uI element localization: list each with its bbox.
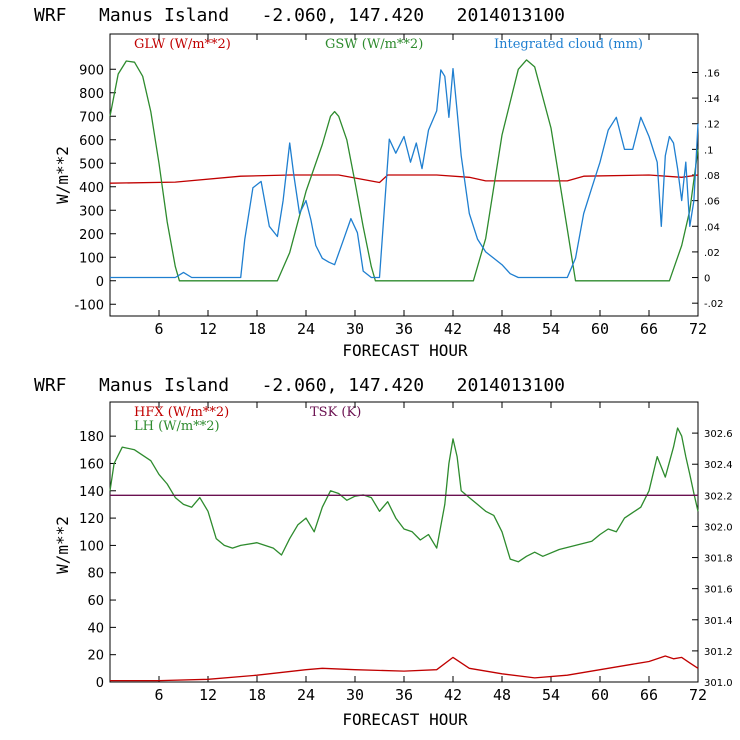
y-right-tick-label: 301.2 <box>704 647 733 658</box>
y-right-tick-label: -.02 <box>704 299 724 310</box>
x-tick-label: 12 <box>199 320 217 338</box>
chart-1-title: WRF Manus Island -2.060, 147.420 2014013… <box>34 5 565 26</box>
x-tick-label: 72 <box>689 320 707 338</box>
y-tick-label: 800 <box>79 87 104 102</box>
x-tick-label: 36 <box>395 320 413 338</box>
x-tick-label: 18 <box>248 320 266 338</box>
y-right-tick-label: 302.2 <box>704 491 733 502</box>
chart-2-y-axis-label: W/m**2 <box>53 516 72 574</box>
legend-entry: LH (W/m**2) <box>134 419 220 434</box>
x-tick-label: 36 <box>395 686 413 704</box>
chart-2-legend: HFX (W/m**2)LH (W/m**2) TSK (K) <box>134 405 361 434</box>
y-tick-label: 300 <box>79 204 104 219</box>
x-tick-label: 66 <box>640 320 658 338</box>
y-tick-label: -100 <box>74 298 104 313</box>
y-tick-label: 200 <box>79 228 104 243</box>
y-right-tick-label: .12 <box>704 120 720 131</box>
y-right-tick-label: .14 <box>704 94 720 105</box>
legend-entry: GLW (W/m**2) <box>134 37 231 52</box>
x-tick-label: 72 <box>689 686 707 704</box>
y-right-tick-label: 301.4 <box>704 616 733 627</box>
x-tick-label: 42 <box>444 320 462 338</box>
y-right-tick-label: 302.0 <box>704 522 733 533</box>
series-line-1 <box>109 174 699 184</box>
x-tick-label: 18 <box>248 686 266 704</box>
x-tick-label: 6 <box>154 686 163 704</box>
x-tick-label: 48 <box>493 686 511 704</box>
y-tick-label: 0 <box>96 275 104 290</box>
y-tick-label: 700 <box>79 110 104 125</box>
y-right-tick-label: 0 <box>704 274 710 285</box>
x-tick-label: 54 <box>542 320 560 338</box>
chart-panel-1: WRF Manus Island -2.060, 147.420 2014013… <box>34 5 724 360</box>
y-right-tick-label: 302.4 <box>704 460 733 471</box>
series-line-2 <box>109 427 699 563</box>
x-tick-label: 30 <box>346 686 364 704</box>
y-tick-label: 60 <box>87 594 104 609</box>
y-tick-label: 900 <box>79 63 104 78</box>
y-right-tick-label: .06 <box>704 197 720 208</box>
y-tick-label: 0 <box>96 676 104 691</box>
x-tick-label: 48 <box>493 320 511 338</box>
x-tick-label: 60 <box>591 686 609 704</box>
x-tick-label: 30 <box>346 320 364 338</box>
y-tick-label: 180 <box>79 430 104 445</box>
chart-1-y-axis: -100 0 100 200 300 400 500 600 700 800 900 <box>74 63 116 313</box>
chart-panel-2: WRF Manus Island -2.060, 147.420 2014013… <box>34 375 733 729</box>
y-right-tick-label: .16 <box>704 68 720 79</box>
y-right-tick-label: .1 <box>704 145 714 156</box>
chart-2-y-right-axis: 301.0 301.2 301.4 301.6 301.8 302.0 302.2 302.4… <box>692 429 733 689</box>
series-line-1 <box>110 655 699 682</box>
y-right-tick-label: .04 <box>704 222 720 233</box>
chart-2-x-axis: 6 12 18 24 30 36 42 48 54 60 66 72 <box>154 402 707 704</box>
x-tick-label: 6 <box>154 320 163 338</box>
y-tick-label: 20 <box>87 649 104 664</box>
y-tick-label: 80 <box>87 567 104 582</box>
y-tick-label: 600 <box>79 134 104 149</box>
chart-1-x-axis: 6 12 18 24 30 36 42 48 54 60 66 72 <box>154 34 707 338</box>
x-tick-label: 24 <box>297 686 315 704</box>
chart-2-series <box>109 427 699 682</box>
chart-1-legend: GLW (W/m**2) GSW (W/m**2) Integrated cloud… <box>134 37 643 52</box>
y-tick-label: 140 <box>79 485 104 500</box>
y-tick-label: 100 <box>79 251 104 266</box>
series-line-3 <box>110 67 699 279</box>
y-tick-label: 120 <box>79 512 104 527</box>
y-right-tick-label: .08 <box>704 171 720 182</box>
y-tick-label: 500 <box>79 157 104 172</box>
y-tick-label: 160 <box>79 457 104 472</box>
y-right-tick-label: 302.6 <box>704 429 733 440</box>
chart-1-y-axis-label: W/m**2 <box>53 146 72 204</box>
x-tick-label: 54 <box>542 686 560 704</box>
y-right-tick-label: 301.0 <box>704 678 733 689</box>
chart-2-plot-frame <box>109 401 699 683</box>
legend-entry: Integrated cloud (mm) <box>494 37 643 52</box>
x-tick-label: 60 <box>591 320 609 338</box>
series-line-2 <box>109 59 699 282</box>
x-tick-label: 24 <box>297 320 315 338</box>
chart-1-x-axis-label: FORECAST HOUR <box>342 341 468 360</box>
y-tick-label: 400 <box>79 181 104 196</box>
legend-entry: TSK (K) <box>310 405 361 420</box>
y-right-tick-label: .02 <box>704 248 720 259</box>
chart-2-title: WRF Manus Island -2.060, 147.420 2014013… <box>34 375 565 396</box>
y-tick-label: 40 <box>87 621 104 636</box>
legend-entry: GSW (W/m**2) <box>325 37 423 52</box>
y-right-tick-label: 301.6 <box>704 585 733 596</box>
x-tick-label: 12 <box>199 686 217 704</box>
x-tick-label: 42 <box>444 686 462 704</box>
chart-1-series <box>109 59 699 282</box>
y-tick-label: 100 <box>79 539 104 554</box>
chart-2-y-axis: 0 20 40 60 80 100 120 140 160 180 <box>79 430 116 691</box>
legend-entry: HFX (W/m**2) <box>134 405 229 420</box>
y-right-tick-label: 301.8 <box>704 554 733 565</box>
chart-2-x-axis-label: FORECAST HOUR <box>342 710 468 729</box>
chart-1-y-right-axis: -.02 0 .02 .04 .06 .08 .1 .12 .14 .16 <box>692 68 724 310</box>
x-tick-label: 66 <box>640 686 658 704</box>
